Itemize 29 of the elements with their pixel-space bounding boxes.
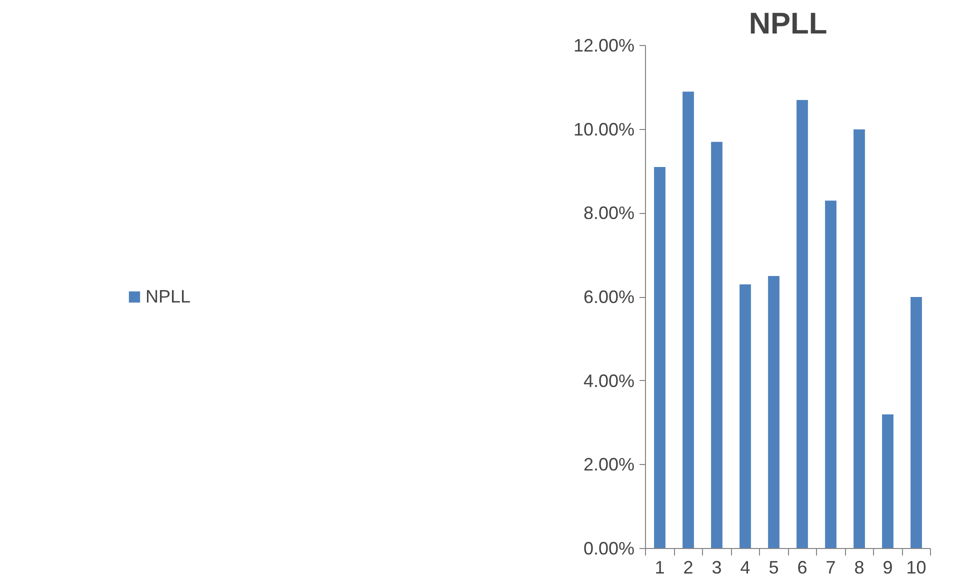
bar: [796, 100, 808, 548]
x-tick-label: 3: [712, 558, 722, 578]
x-tick-label: 4: [740, 558, 750, 578]
legend-label: NPLL: [145, 286, 191, 307]
chart-title: NPLL: [748, 8, 828, 40]
bar: [768, 276, 780, 548]
y-tick-label: 10.00%: [573, 119, 635, 140]
y-tick-label: 4.00%: [583, 370, 635, 391]
y-tick-label: 0.00%: [583, 538, 635, 558]
x-tick-label: 1: [654, 558, 665, 578]
x-tick-label: 8: [854, 558, 864, 578]
bar: [854, 129, 865, 548]
bar: [654, 167, 666, 548]
x-tick-label: 7: [826, 558, 836, 578]
bar: [711, 142, 722, 548]
bar: [882, 414, 894, 548]
bar: [740, 284, 751, 548]
bar: [825, 200, 836, 548]
bar: [682, 92, 694, 548]
y-tick-label: 6.00%: [583, 287, 635, 307]
x-tick-label: 5: [768, 558, 779, 578]
y-tick-label: 12.00%: [573, 36, 635, 56]
x-tick-label: 9: [882, 558, 893, 578]
x-tick-label: 2: [683, 558, 694, 578]
x-tick-label: 6: [797, 558, 808, 578]
x-tick-label: 10: [906, 558, 926, 578]
bar: [910, 297, 922, 548]
y-tick-label: 2.00%: [583, 454, 635, 475]
y-tick-label: 8.00%: [583, 203, 635, 224]
